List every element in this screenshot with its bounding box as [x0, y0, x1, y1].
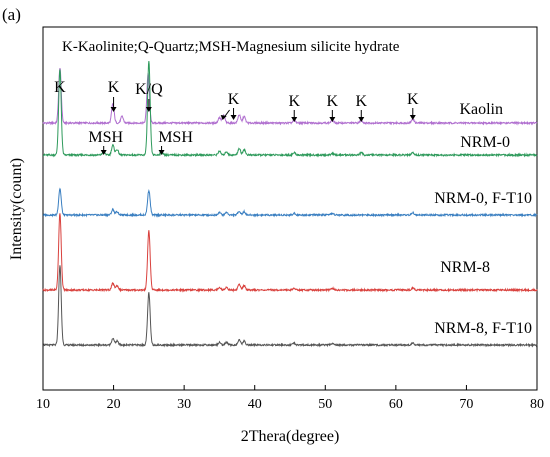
series-line — [42, 213, 538, 293]
series-label: NRM-8 — [440, 259, 490, 276]
x-tick-label: 40 — [248, 397, 262, 412]
series-line — [42, 187, 538, 218]
x-tick-label: 10 — [36, 397, 50, 412]
peak-annotation: K/Q — [135, 81, 163, 98]
peak-arrow-head — [358, 117, 365, 122]
panel-label: (a) — [2, 5, 21, 24]
peak-arrow-head — [329, 117, 336, 122]
series-label: Kaolin — [459, 101, 503, 118]
peak-arrow-head — [220, 115, 227, 120]
x-tick-label: 50 — [318, 397, 332, 412]
series-labels: Kaolin NRM-0 NRM-0, F-T10 NRM-8 NRM-8, F-T10 — [434, 101, 532, 337]
peak-annotation: K — [54, 79, 66, 96]
peak-arrow-head — [100, 150, 107, 155]
series-line — [42, 265, 538, 348]
x-axis-label: 2Thera(degree) — [241, 428, 340, 445]
peak-annotation: K — [288, 93, 300, 110]
legend-text: K-Kaolinite;Q-Quartz;MSH-Magnesium silic… — [62, 39, 400, 55]
peak-annotation: K — [407, 91, 419, 108]
series-label: NRM-0, F-T10 — [434, 190, 532, 207]
peak-arrow-head — [110, 107, 117, 112]
x-tick-label: 70 — [459, 397, 473, 412]
series-line — [42, 67, 538, 126]
peak-annotation: MSH — [88, 129, 123, 146]
peak-arrow-head — [158, 150, 165, 155]
plot-frame — [42, 26, 538, 391]
x-tick-label: 20 — [107, 397, 121, 412]
peak-arrow-head — [291, 117, 298, 122]
peak-arrow-head — [409, 115, 416, 120]
x-axis-ticks: 10 20 30 40 50 60 70 80 — [36, 385, 544, 412]
y-axis-label: Intensity(count) — [8, 158, 25, 260]
peak-arrow-head — [145, 107, 152, 112]
series-layer — [42, 60, 538, 348]
x-tick-label: 60 — [389, 397, 403, 412]
peak-annotation: K — [108, 79, 120, 96]
peak-annotation: K — [327, 93, 339, 110]
series-line — [42, 60, 538, 158]
x-tick-label: 80 — [530, 397, 544, 412]
peak-annotation: MSH — [158, 129, 193, 146]
peak-arrow-head — [230, 115, 237, 120]
peak-annotation: K — [228, 91, 240, 108]
series-label: NRM-0 — [460, 134, 510, 151]
peak-annotation: K — [355, 93, 367, 110]
series-label: NRM-8, F-T10 — [434, 320, 532, 337]
x-tick-label: 30 — [177, 397, 191, 412]
